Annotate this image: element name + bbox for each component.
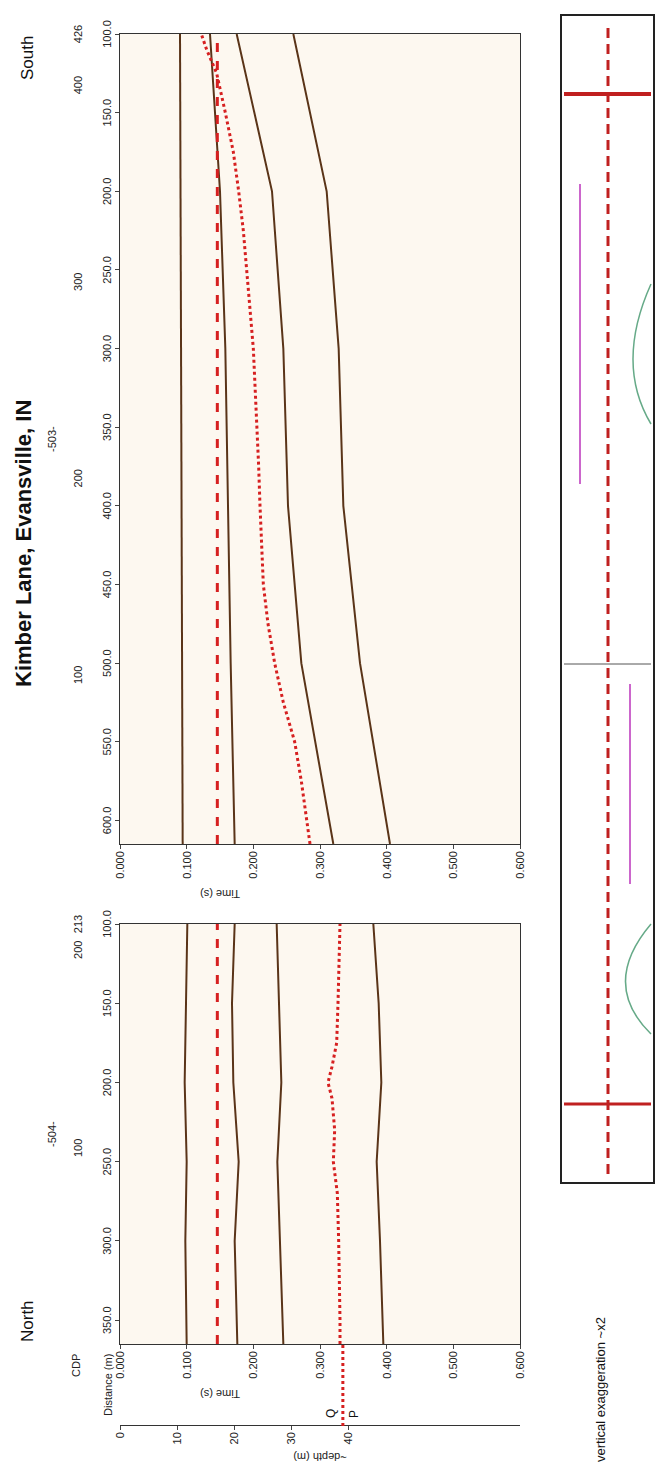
svg-text:300.0: 300.0: [101, 1227, 113, 1255]
svg-text:0.500: 0.500: [447, 1351, 459, 1379]
svg-text:400.0: 400.0: [101, 492, 113, 520]
svg-text:200: 200: [72, 941, 84, 959]
svg-text:200.0: 200.0: [101, 178, 113, 206]
svg-text:Q: Q: [324, 1409, 338, 1418]
svg-text:0.100: 0.100: [181, 851, 193, 879]
svg-text:0.200: 0.200: [247, 851, 259, 879]
svg-text:300: 300: [72, 273, 84, 291]
svg-text:Time (s): Time (s): [200, 1388, 240, 1400]
svg-text:0.400: 0.400: [381, 851, 393, 879]
svg-text:450.0: 450.0: [101, 571, 113, 599]
svg-text:200: 200: [72, 469, 84, 487]
svg-text:100: 100: [72, 1139, 84, 1157]
svg-text:Kimber Lane, Evansville, IN: Kimber Lane, Evansville, IN: [11, 400, 36, 687]
svg-text:550.0: 550.0: [101, 728, 113, 756]
svg-text:CDP: CDP: [70, 1354, 82, 1377]
svg-text:350.0: 350.0: [101, 1306, 113, 1334]
svg-text:P: P: [347, 1410, 361, 1418]
svg-text:0.200: 0.200: [247, 1351, 259, 1379]
svg-text:400: 400: [72, 76, 84, 94]
svg-text:0.100: 0.100: [181, 1351, 193, 1379]
svg-text:213: 213: [72, 915, 84, 933]
svg-text:0.400: 0.400: [381, 1351, 393, 1379]
svg-text:300.0: 300.0: [101, 335, 113, 363]
svg-text:~depth (m): ~depth (m): [293, 1451, 347, 1463]
svg-text:500.0: 500.0: [101, 649, 113, 677]
svg-text:0.300: 0.300: [314, 1351, 326, 1379]
svg-text:600.0: 600.0: [101, 807, 113, 835]
svg-text:150.0: 150.0: [101, 989, 113, 1017]
svg-text:0.300: 0.300: [314, 851, 326, 879]
svg-text:30: 30: [285, 1432, 297, 1444]
svg-text:-504-: -504-: [46, 1121, 58, 1147]
svg-text:0.000: 0.000: [114, 851, 126, 879]
svg-text:100.0: 100.0: [101, 20, 113, 48]
svg-text:350.0: 350.0: [101, 413, 113, 441]
svg-text:North: North: [18, 1300, 37, 1342]
svg-text:250.0: 250.0: [101, 1148, 113, 1176]
svg-text:426: 426: [72, 25, 84, 43]
svg-text:200.0: 200.0: [101, 1069, 113, 1097]
svg-text:20: 20: [228, 1432, 240, 1444]
svg-text:South: South: [18, 36, 37, 80]
svg-text:100: 100: [72, 666, 84, 684]
svg-text:Time (s): Time (s): [200, 888, 240, 900]
svg-text:0: 0: [114, 1432, 126, 1438]
svg-text:vertical exaggeration ~x2: vertical exaggeration ~x2: [593, 1317, 608, 1462]
svg-text:10: 10: [171, 1432, 183, 1444]
svg-text:100.0: 100.0: [101, 910, 113, 938]
svg-text:150.0: 150.0: [101, 99, 113, 127]
svg-text:40: 40: [342, 1432, 354, 1444]
svg-text:0.000: 0.000: [114, 1351, 126, 1379]
svg-text:250.0: 250.0: [101, 256, 113, 284]
svg-text:-503-: -503-: [46, 426, 58, 452]
svg-text:Distance (m): Distance (m): [102, 1354, 114, 1416]
svg-text:0.600: 0.600: [514, 851, 526, 879]
svg-text:0.600: 0.600: [514, 1351, 526, 1379]
svg-text:0.500: 0.500: [447, 851, 459, 879]
